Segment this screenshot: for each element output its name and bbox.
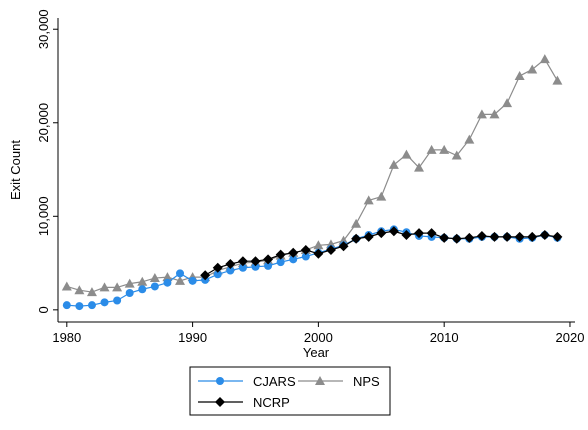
marker [539, 54, 550, 64]
legend-label: NPS [353, 374, 380, 389]
marker [137, 276, 148, 286]
marker [251, 262, 260, 271]
marker [149, 273, 160, 283]
marker [414, 228, 425, 239]
y-axis-label: Exit Count [8, 140, 23, 200]
marker [351, 233, 362, 244]
x-tick-label: 1990 [178, 330, 207, 345]
marker [514, 231, 525, 242]
marker [476, 109, 487, 119]
marker [100, 298, 109, 307]
legend-label: CJARS [253, 374, 296, 389]
marker [388, 159, 399, 169]
marker [527, 64, 538, 74]
series-line [66, 58, 558, 293]
marker [552, 75, 563, 85]
marker [552, 231, 563, 242]
marker [212, 262, 223, 273]
legend-marker [315, 376, 325, 385]
marker [213, 270, 222, 279]
marker [163, 278, 172, 287]
legend-marker [215, 397, 225, 407]
marker [464, 232, 475, 243]
marker [363, 195, 374, 205]
marker [489, 231, 500, 242]
marker [288, 247, 299, 258]
marker [124, 278, 135, 288]
legend-marker [216, 377, 224, 385]
marker [250, 256, 261, 267]
x-tick-label: 2010 [430, 330, 459, 345]
marker [112, 282, 123, 292]
marker [351, 218, 362, 228]
marker [113, 296, 122, 305]
x-tick-label: 1980 [52, 330, 81, 345]
marker [539, 230, 550, 241]
marker [489, 109, 500, 119]
legend-label: NCRP [253, 395, 290, 410]
marker [275, 249, 286, 260]
marker [176, 269, 185, 278]
marker [376, 228, 387, 239]
marker [226, 266, 235, 275]
marker [325, 244, 336, 255]
marker [514, 70, 525, 80]
marker [175, 275, 186, 285]
marker [61, 281, 72, 291]
marker [225, 259, 236, 270]
marker [527, 231, 538, 242]
marker [188, 276, 197, 285]
marker [74, 285, 85, 295]
marker [99, 282, 110, 292]
marker [363, 231, 374, 242]
marker [451, 150, 462, 160]
marker [237, 256, 248, 267]
marker [476, 230, 487, 241]
marker [338, 241, 349, 252]
marker [263, 254, 274, 265]
marker [376, 191, 387, 201]
marker [502, 98, 513, 108]
marker [502, 231, 513, 242]
marker [62, 301, 71, 310]
marker [426, 144, 437, 154]
marker [301, 252, 310, 261]
marker [414, 162, 425, 172]
marker [439, 144, 450, 154]
marker [289, 255, 298, 264]
marker [300, 244, 311, 255]
marker [200, 270, 211, 281]
y-tick-label: 10,000 [36, 196, 51, 236]
marker [238, 263, 247, 272]
marker [75, 302, 84, 311]
marker [426, 228, 437, 239]
marker [401, 230, 412, 241]
marker [388, 226, 399, 237]
marker [451, 233, 462, 244]
y-tick-label: 0 [36, 306, 51, 313]
marker [125, 289, 134, 298]
marker [150, 282, 159, 291]
marker [313, 240, 324, 250]
marker [264, 261, 273, 270]
legend-box [189, 366, 391, 416]
marker [162, 272, 173, 282]
x-tick-label: 2020 [556, 330, 585, 345]
x-axis-label: Year [303, 345, 330, 360]
marker [87, 301, 96, 310]
marker [401, 149, 412, 159]
marker [313, 248, 324, 259]
marker [464, 134, 475, 144]
marker [86, 287, 97, 297]
marker [439, 232, 450, 243]
series-line [66, 228, 558, 307]
y-tick-label: 20,000 [36, 103, 51, 143]
y-tick-label: 30,000 [36, 9, 51, 49]
marker [276, 258, 285, 267]
x-tick-label: 2000 [304, 330, 333, 345]
marker [138, 285, 147, 294]
